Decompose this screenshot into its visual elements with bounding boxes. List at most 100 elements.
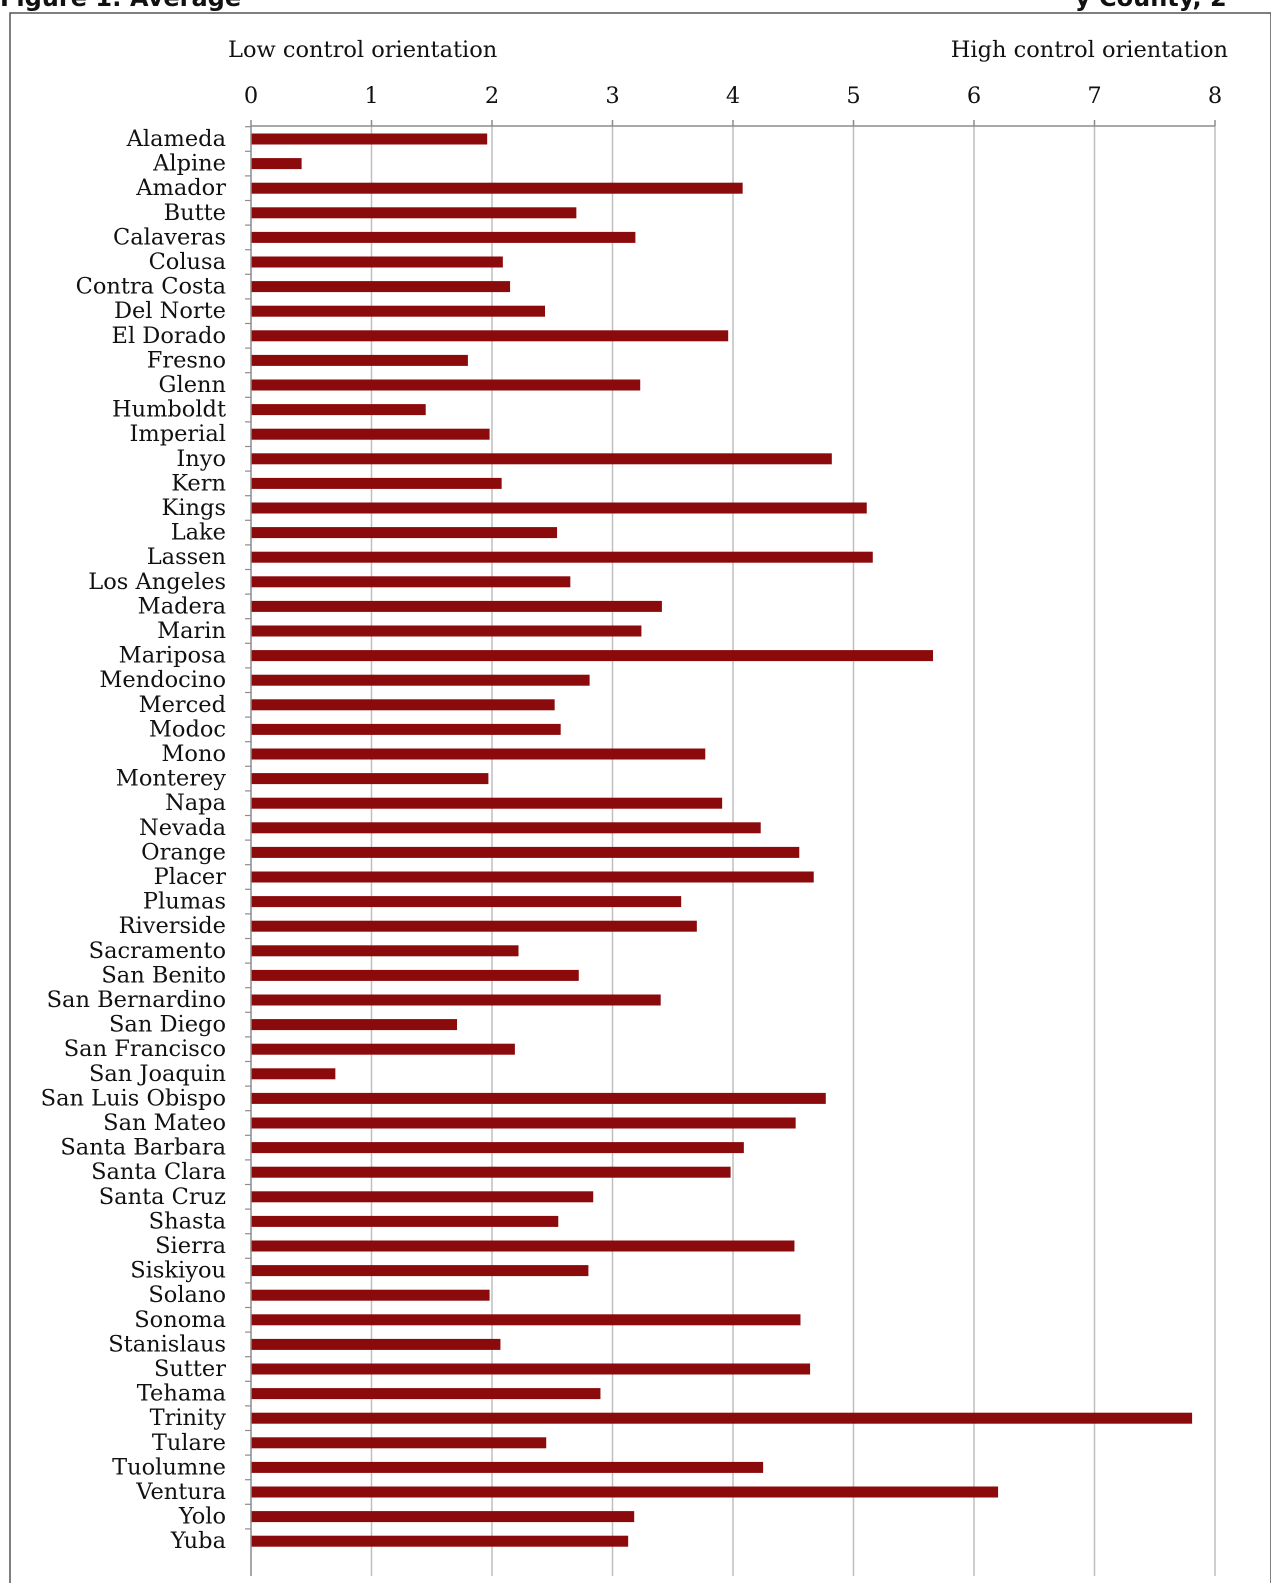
category-label: Glenn	[159, 372, 226, 398]
bar	[251, 207, 577, 219]
high-control-label: High control orientation	[951, 37, 1228, 63]
bar	[251, 625, 642, 637]
bar	[251, 1388, 601, 1400]
bar	[251, 1363, 811, 1375]
x-tick-label: 0	[244, 83, 258, 109]
category-label: Marin	[157, 618, 226, 644]
category-label: San Benito	[101, 962, 226, 988]
bar	[251, 281, 511, 293]
category-label: Orange	[141, 839, 226, 865]
category-label: Mendocino	[99, 667, 226, 693]
category-label: Alameda	[126, 126, 226, 152]
x-axis-ticks: 0 1 2 3 4 5 6 7 8	[244, 83, 1222, 126]
bar	[251, 846, 800, 858]
bar	[251, 256, 503, 268]
bar	[251, 797, 723, 809]
category-label: Colusa	[149, 249, 226, 275]
x-tick-label: 3	[605, 83, 619, 109]
bar	[251, 1265, 589, 1277]
category-label: Trinity	[150, 1405, 227, 1431]
x-tick-label: 2	[485, 83, 499, 109]
bar	[251, 896, 682, 908]
category-label: Monterey	[116, 766, 227, 792]
category-label: Alpine	[152, 151, 226, 177]
bar	[251, 748, 706, 760]
bar	[251, 699, 555, 711]
category-label: Nevada	[139, 815, 226, 841]
bar	[251, 404, 426, 416]
category-label: Sonoma	[134, 1307, 226, 1333]
bar	[251, 1486, 999, 1498]
bar	[251, 994, 661, 1006]
category-label: Napa	[165, 790, 226, 816]
category-label: Del Norte	[114, 298, 226, 324]
category-label: Tulare	[152, 1430, 226, 1456]
x-tick-label: 7	[1087, 83, 1101, 109]
bar	[251, 502, 867, 514]
x-tick-label: 4	[726, 83, 740, 109]
bar	[251, 477, 502, 489]
category-label: Plumas	[143, 889, 226, 915]
bar	[251, 969, 579, 981]
category-label: Modoc	[149, 716, 226, 742]
bar	[251, 1043, 515, 1055]
bar	[251, 1068, 336, 1080]
category-label: San Bernardino	[47, 987, 226, 1013]
category-label: Mariposa	[119, 643, 226, 669]
figure-title-head: Figure 1: Average	[0, 0, 241, 12]
category-label: Lake	[171, 520, 226, 546]
bar	[251, 1117, 796, 1129]
bar	[251, 1412, 1193, 1424]
x-tick-label: 6	[967, 83, 981, 109]
chart-border	[9, 12, 1271, 1588]
category-label: Imperial	[129, 421, 226, 447]
category-label: Ventura	[135, 1479, 226, 1505]
bar	[251, 453, 832, 465]
bar	[251, 133, 488, 145]
bar	[251, 527, 558, 539]
category-label: San Francisco	[64, 1036, 226, 1062]
category-label: Contra Costa	[76, 274, 226, 300]
bar	[251, 945, 519, 957]
bar	[251, 674, 590, 686]
category-label: San Mateo	[103, 1110, 226, 1136]
category-label: Shasta	[149, 1208, 226, 1234]
category-label: Yuba	[170, 1528, 226, 1554]
category-label: Stanislaus	[108, 1331, 226, 1357]
category-label: San Luis Obispo	[41, 1085, 226, 1111]
bar	[251, 1166, 731, 1178]
bar	[251, 871, 814, 883]
bar	[251, 1511, 635, 1523]
category-label: Kern	[171, 470, 226, 496]
category-label: San Diego	[109, 1012, 226, 1038]
category-label: Tehama	[137, 1381, 226, 1407]
category-label: Siskiyou	[130, 1258, 226, 1284]
bar	[251, 920, 697, 932]
bar	[251, 773, 489, 785]
bar	[251, 379, 641, 391]
bars	[251, 133, 1193, 1547]
category-label: Sacramento	[89, 938, 226, 964]
bar	[251, 1437, 547, 1449]
category-label: Santa Clara	[91, 1159, 226, 1185]
category-label: Los Angeles	[88, 569, 226, 595]
category-label: Sierra	[155, 1233, 226, 1259]
bar	[251, 650, 934, 662]
low-control-label: Low control orientation	[228, 37, 497, 63]
category-label: Sutter	[154, 1356, 226, 1382]
bar	[251, 354, 468, 366]
category-labels: AlamedaAlpineAmadorButteCalaverasColusaC…	[41, 126, 227, 1554]
category-label: Inyo	[176, 446, 226, 472]
category-label: Amador	[135, 175, 226, 201]
bar	[251, 1289, 490, 1301]
bar	[251, 231, 636, 243]
bar	[251, 600, 662, 612]
category-label: Calaveras	[113, 224, 226, 250]
category-label: San Joaquin	[89, 1061, 226, 1087]
bar	[251, 158, 302, 170]
category-label: Madera	[138, 593, 226, 619]
category-label: Santa Cruz	[99, 1184, 226, 1210]
category-label: Santa Barbara	[60, 1135, 226, 1161]
bar	[251, 576, 571, 588]
